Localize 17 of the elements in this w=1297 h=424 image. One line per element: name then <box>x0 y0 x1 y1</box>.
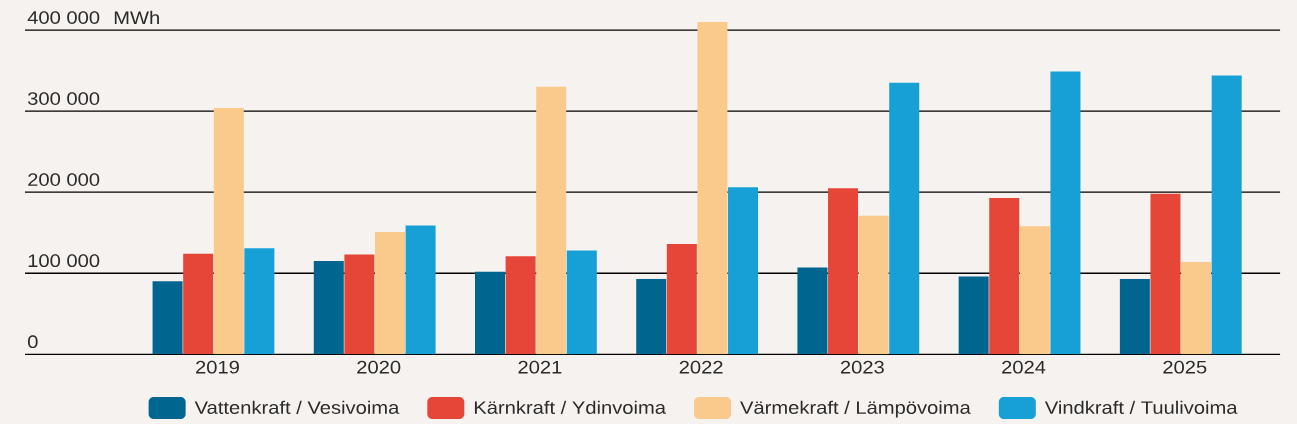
x-tick-label: 2019 <box>196 360 239 374</box>
legend-label: Kärnkraft / Ydinvoima <box>474 400 666 414</box>
x-tick-label: 2020 <box>357 360 401 374</box>
legend-label: Värmekraft / Lämpövoima <box>740 400 971 418</box>
y-tick-label: 400 000 <box>27 11 100 24</box>
x-tick-label: 2023 <box>840 360 884 374</box>
y-axis-title: MWh <box>114 10 159 24</box>
y-tick-label: 0 <box>27 335 38 349</box>
y-tick-label: 100 000 <box>28 254 100 268</box>
legend-label: Vattenkraft / Vesivoima <box>194 400 400 414</box>
y-tick-label: 300 000 <box>27 92 100 105</box>
legend-label: Vindkraft / Tuulivoima <box>1044 400 1238 414</box>
x-tick-label: 2025 <box>1163 360 1207 374</box>
x-tick-label: 2024 <box>1002 360 1046 374</box>
x-tick-label: 2021 <box>518 360 562 374</box>
x-tick-label: 2022 <box>679 360 723 374</box>
y-tick-label: 200 000 <box>28 173 100 186</box>
